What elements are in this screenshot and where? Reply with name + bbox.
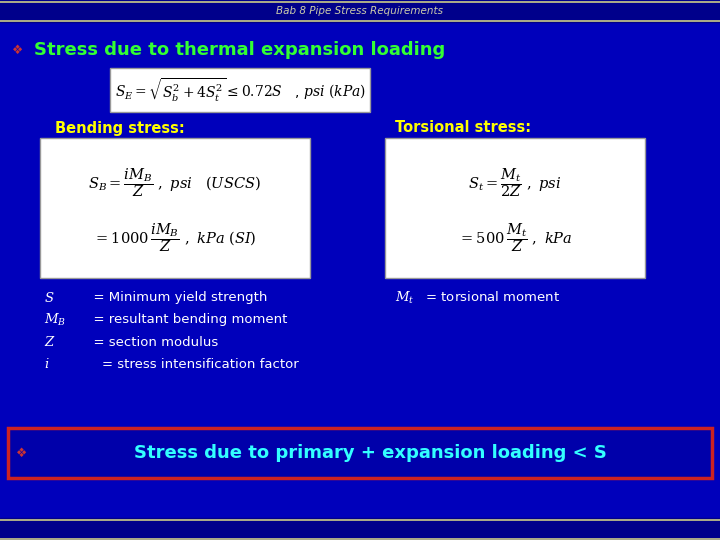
Text: $M_B$: $M_B$ [44, 312, 66, 328]
Text: Torsional stress:: Torsional stress: [395, 120, 531, 136]
Bar [40, 138, 310, 278]
Text: $= 1000\,\dfrac{iM_B}{Z}\ ,\ \mathit{kPa}\ \mathit{(SI)}$: $= 1000\,\dfrac{iM_B}{Z}\ ,\ \mathit{kPa… [93, 221, 257, 254]
Bar [385, 138, 645, 278]
Text: Bending stress:: Bending stress: [55, 120, 185, 136]
Text: = section modulus: = section modulus [85, 335, 218, 348]
Bar [0, 518, 720, 540]
Text: ❖: ❖ [17, 447, 27, 460]
Text: ❖: ❖ [12, 44, 24, 57]
Text: = Minimum yield strength: = Minimum yield strength [85, 292, 267, 305]
Text: Bab 8 Pipe Stress Requirements: Bab 8 Pipe Stress Requirements [276, 6, 444, 16]
Text: $S$: $S$ [44, 291, 55, 305]
Text: Stress due to thermal expansion loading: Stress due to thermal expansion loading [34, 41, 445, 59]
Text: $i$: $i$ [44, 357, 50, 371]
Text: $Z$: $Z$ [44, 335, 55, 349]
Bar [110, 68, 370, 112]
Text: $= 500\,\dfrac{M_t}{Z}\ ,\ \mathit{kPa}$: $= 500\,\dfrac{M_t}{Z}\ ,\ \mathit{kPa}$ [458, 221, 572, 254]
Text: $M_t$   = torsional moment: $M_t$ = torsional moment [395, 290, 560, 306]
Text: Stress due to primary + expansion loading < S: Stress due to primary + expansion loadin… [134, 444, 606, 462]
Text: $S_E = \sqrt{S_b^2 + 4S_t^2} \leq 0.72S$   , $\mathit{psi\ (kPa)}$: $S_E = \sqrt{S_b^2 + 4S_t^2} \leq 0.72S$… [114, 76, 366, 104]
Text: = resultant bending moment: = resultant bending moment [85, 314, 287, 327]
Bar [8, 428, 712, 478]
Text: $S_t = \dfrac{M_t}{2Z}\ ,\ \mathit{psi}$: $S_t = \dfrac{M_t}{2Z}\ ,\ \mathit{psi}$ [469, 166, 562, 199]
Bar [0, 0, 720, 22]
Text: = stress intensification factor: = stress intensification factor [85, 357, 299, 370]
Text: $S_B = \dfrac{iM_B}{Z}\ ,\ \mathit{psi}\quad \mathit{(USCS)}$: $S_B = \dfrac{iM_B}{Z}\ ,\ \mathit{psi}\… [89, 166, 261, 199]
